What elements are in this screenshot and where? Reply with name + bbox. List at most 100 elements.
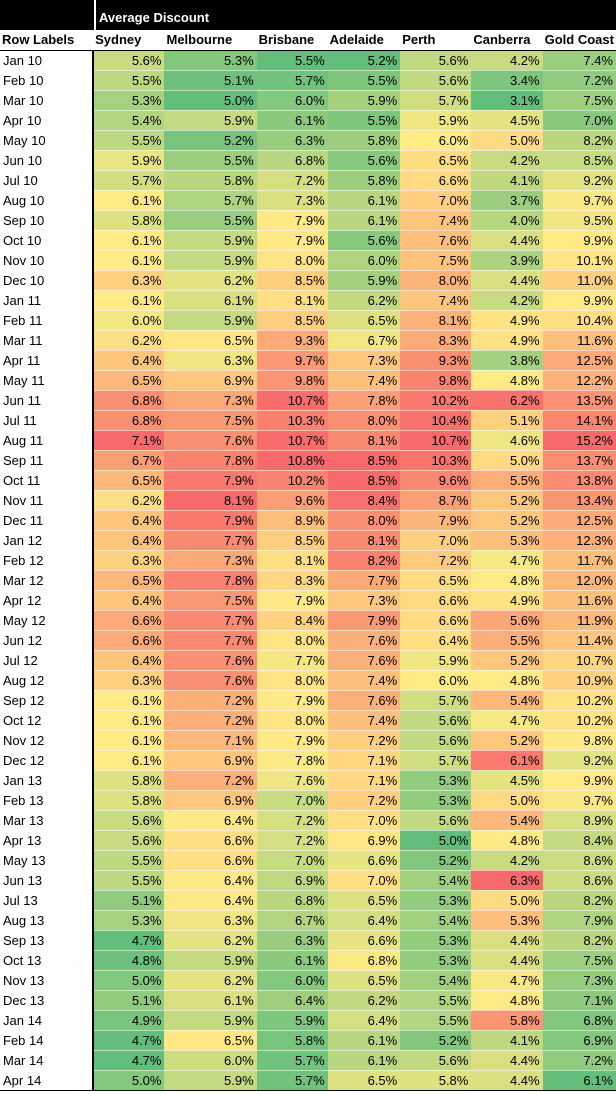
data-cell[interactable]: 6.4% — [164, 810, 257, 831]
data-cell[interactable]: 7.4% — [327, 670, 401, 691]
data-cell[interactable]: 10.7% — [400, 430, 472, 451]
data-cell[interactable]: 7.2% — [400, 550, 472, 571]
data-cell[interactable]: 5.5% — [164, 210, 257, 231]
data-cell[interactable]: 9.3% — [400, 350, 472, 371]
data-cell[interactable]: 8.0% — [327, 510, 401, 531]
data-cell[interactable]: 8.5% — [327, 450, 401, 471]
data-cell[interactable]: 11.4% — [542, 630, 616, 651]
data-cell[interactable]: 5.0% — [471, 130, 543, 151]
data-cell[interactable]: 6.8% — [93, 410, 165, 431]
data-cell[interactable]: 5.9% — [400, 110, 472, 131]
data-cell[interactable]: 6.1% — [471, 750, 543, 771]
data-cell[interactable]: 5.5% — [471, 470, 543, 491]
data-cell[interactable]: 6.5% — [327, 970, 401, 991]
data-cell[interactable]: 6.5% — [93, 370, 165, 391]
data-cell[interactable]: 6.7% — [327, 330, 401, 351]
data-cell[interactable]: 6.2% — [93, 330, 165, 351]
column-header[interactable]: Perth — [400, 30, 472, 51]
data-cell[interactable]: 5.9% — [256, 1010, 328, 1031]
data-cell[interactable]: 6.1% — [93, 710, 165, 731]
data-cell[interactable]: 6.6% — [164, 850, 257, 871]
data-cell[interactable]: 6.2% — [164, 930, 257, 951]
data-cell[interactable]: 5.3% — [164, 50, 257, 71]
row-label[interactable]: Jul 10 — [0, 170, 95, 191]
data-cell[interactable]: 8.9% — [542, 810, 616, 831]
data-cell[interactable]: 8.0% — [400, 270, 472, 291]
data-cell[interactable]: 4.1% — [471, 1030, 543, 1051]
data-cell[interactable]: 5.8% — [327, 170, 401, 191]
data-cell[interactable]: 9.8% — [256, 370, 328, 391]
data-cell[interactable]: 6.5% — [327, 890, 401, 911]
row-label[interactable]: Aug 11 — [0, 430, 95, 451]
data-cell[interactable]: 10.7% — [256, 390, 328, 411]
data-cell[interactable]: 7.7% — [164, 610, 257, 631]
data-cell[interactable]: 5.6% — [93, 830, 165, 851]
row-label[interactable]: Jan 10 — [0, 50, 95, 71]
data-cell[interactable]: 6.1% — [164, 990, 257, 1011]
data-cell[interactable]: 8.3% — [400, 330, 472, 351]
data-cell[interactable]: 7.2% — [327, 790, 401, 811]
data-cell[interactable]: 7.7% — [327, 570, 401, 591]
data-cell[interactable]: 6.1% — [93, 250, 165, 271]
data-cell[interactable]: 11.7% — [542, 550, 616, 571]
data-cell[interactable]: 5.4% — [471, 690, 543, 711]
data-cell[interactable]: 5.6% — [93, 810, 165, 831]
data-cell[interactable]: 7.9% — [164, 510, 257, 531]
data-cell[interactable]: 9.9% — [542, 290, 616, 311]
row-label[interactable]: Dec 11 — [0, 510, 95, 531]
data-cell[interactable]: 6.1% — [327, 190, 401, 211]
data-cell[interactable]: 7.9% — [256, 590, 328, 611]
column-header[interactable]: Melbourne — [164, 30, 257, 51]
row-label[interactable]: May 12 — [0, 610, 95, 631]
data-cell[interactable]: 8.1% — [256, 550, 328, 571]
data-cell[interactable]: 8.6% — [542, 850, 616, 871]
data-cell[interactable]: 7.1% — [327, 770, 401, 791]
data-cell[interactable]: 5.8% — [327, 130, 401, 151]
data-cell[interactable]: 5.9% — [164, 310, 257, 331]
data-cell[interactable]: 4.7% — [471, 710, 543, 731]
data-cell[interactable]: 10.3% — [256, 410, 328, 431]
data-cell[interactable]: 6.4% — [93, 350, 165, 371]
data-cell[interactable]: 6.8% — [93, 390, 165, 411]
data-cell[interactable]: 13.5% — [542, 390, 616, 411]
row-label[interactable]: Dec 13 — [0, 990, 95, 1011]
data-cell[interactable]: 5.3% — [400, 770, 472, 791]
data-cell[interactable]: 5.8% — [256, 1030, 328, 1051]
data-cell[interactable]: 5.9% — [327, 90, 401, 111]
data-cell[interactable]: 3.1% — [471, 90, 543, 111]
data-cell[interactable]: 7.6% — [164, 670, 257, 691]
row-label[interactable]: Apr 10 — [0, 110, 95, 131]
data-cell[interactable]: 6.3% — [164, 910, 257, 931]
data-cell[interactable]: 6.3% — [471, 870, 543, 891]
row-label[interactable]: Apr 13 — [0, 830, 95, 851]
data-cell[interactable]: 5.2% — [400, 850, 472, 871]
data-cell[interactable]: 5.4% — [471, 810, 543, 831]
data-cell[interactable]: 5.8% — [400, 1070, 472, 1091]
row-label[interactable]: Aug 10 — [0, 190, 95, 211]
data-cell[interactable]: 5.2% — [471, 730, 543, 751]
data-cell[interactable]: 4.8% — [93, 950, 165, 971]
data-cell[interactable]: 4.2% — [471, 50, 543, 71]
data-cell[interactable]: 6.8% — [327, 950, 401, 971]
data-cell[interactable]: 5.1% — [93, 890, 165, 911]
data-cell[interactable]: 5.6% — [327, 230, 401, 251]
data-cell[interactable]: 6.5% — [164, 1030, 257, 1051]
data-cell[interactable]: 6.5% — [400, 570, 472, 591]
data-cell[interactable]: 8.5% — [256, 530, 328, 551]
data-cell[interactable]: 6.0% — [400, 130, 472, 151]
data-cell[interactable]: 6.6% — [327, 930, 401, 951]
row-label[interactable]: Feb 11 — [0, 310, 95, 331]
data-cell[interactable]: 5.6% — [93, 50, 165, 71]
row-label[interactable]: Mar 14 — [0, 1050, 95, 1071]
row-label[interactable]: Jan 14 — [0, 1010, 95, 1031]
row-label[interactable]: Sep 12 — [0, 690, 95, 711]
row-label[interactable]: Mar 13 — [0, 810, 95, 831]
data-cell[interactable]: 6.1% — [542, 1070, 616, 1091]
data-cell[interactable]: 8.0% — [256, 710, 328, 731]
row-label[interactable]: Oct 10 — [0, 230, 95, 251]
data-cell[interactable]: 5.9% — [93, 150, 165, 171]
data-cell[interactable]: 4.4% — [471, 1050, 543, 1071]
data-cell[interactable]: 5.5% — [400, 1010, 472, 1031]
data-cell[interactable]: 6.6% — [400, 610, 472, 631]
data-cell[interactable]: 8.4% — [327, 490, 401, 511]
